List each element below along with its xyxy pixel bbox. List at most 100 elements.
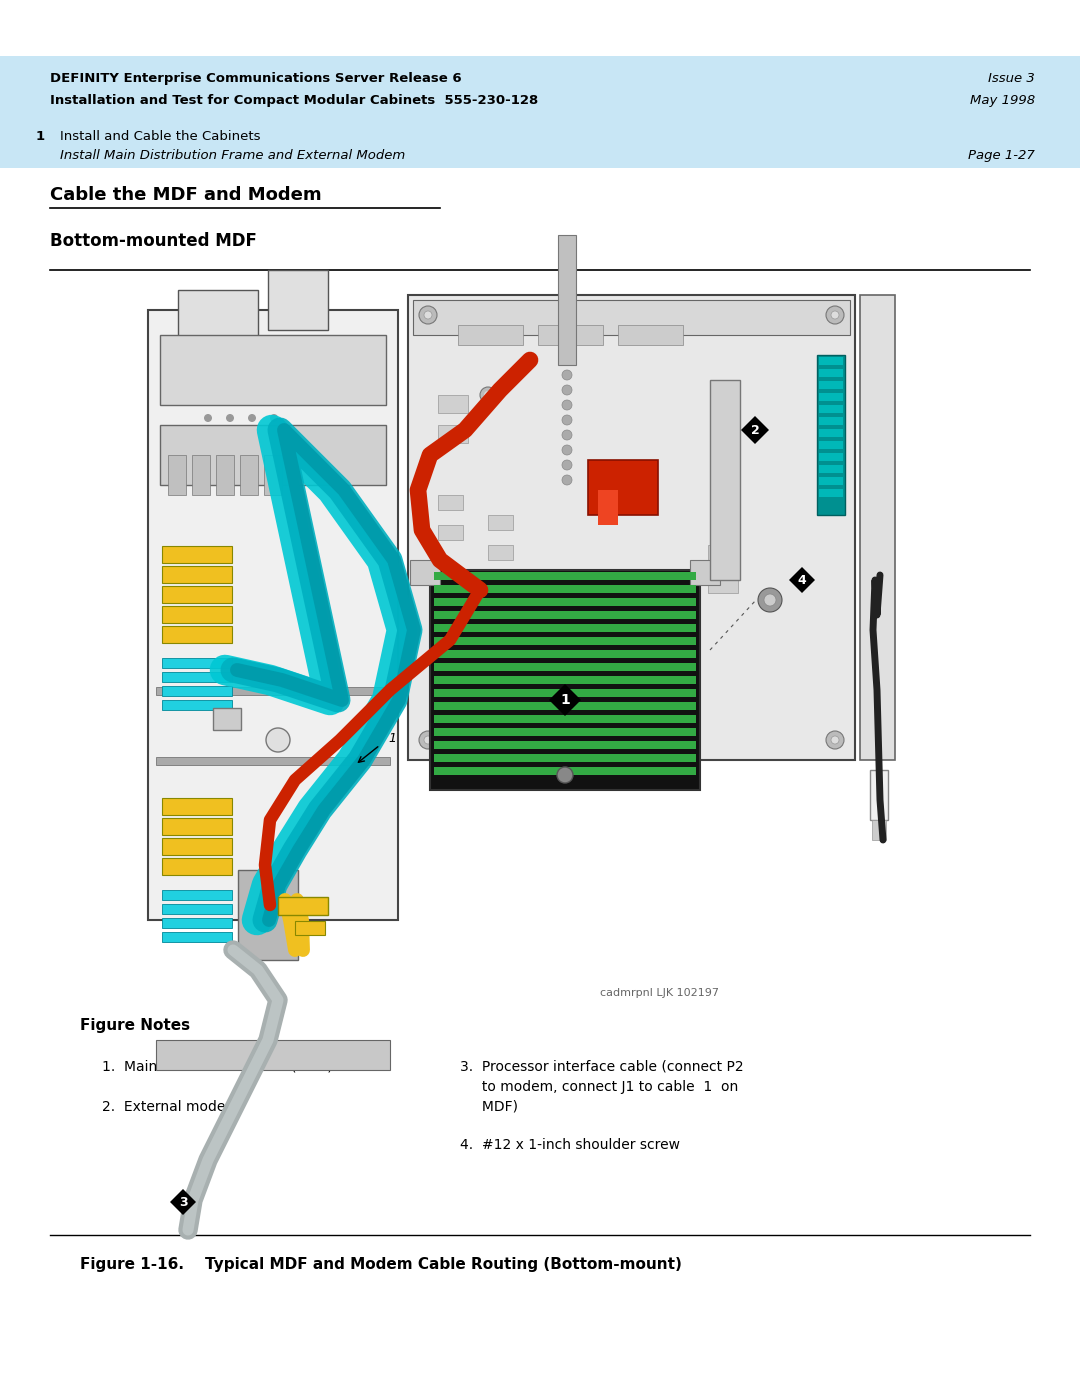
Bar xyxy=(434,598,696,606)
Bar xyxy=(408,295,855,760)
Bar xyxy=(162,566,232,583)
Circle shape xyxy=(419,731,437,749)
Bar xyxy=(434,676,696,685)
Bar xyxy=(434,689,696,697)
Bar xyxy=(434,624,696,631)
Bar xyxy=(434,571,696,580)
Bar xyxy=(162,658,232,668)
Text: 3.  Processor interface cable (connect P2: 3. Processor interface cable (connect P2 xyxy=(460,1060,744,1074)
Circle shape xyxy=(831,736,839,745)
Bar xyxy=(178,291,258,339)
Bar xyxy=(278,897,328,915)
Circle shape xyxy=(562,386,572,395)
Text: cadmrpnl LJK 102197: cadmrpnl LJK 102197 xyxy=(600,988,719,997)
Bar xyxy=(819,405,843,414)
Bar xyxy=(162,798,232,814)
Bar xyxy=(434,650,696,658)
Bar xyxy=(819,476,843,485)
Bar xyxy=(160,425,386,485)
Bar xyxy=(162,858,232,875)
Circle shape xyxy=(204,414,212,422)
Bar xyxy=(434,767,696,775)
Bar xyxy=(162,838,232,855)
Text: Installation and Test for Compact Modular Cabinets  555-230-128: Installation and Test for Compact Modula… xyxy=(50,94,538,108)
Text: Install Main Distribution Frame and External Modem: Install Main Distribution Frame and Exte… xyxy=(60,149,405,162)
Bar xyxy=(588,460,658,515)
Bar xyxy=(819,489,843,497)
Text: May 1998: May 1998 xyxy=(970,94,1035,108)
Bar xyxy=(538,326,603,345)
Bar xyxy=(819,358,843,365)
Bar xyxy=(410,560,440,585)
Bar xyxy=(819,416,843,425)
Text: to modem, connect J1 to cable  1  on: to modem, connect J1 to cable 1 on xyxy=(460,1080,739,1094)
Bar xyxy=(708,545,738,563)
Bar xyxy=(438,525,463,541)
Bar xyxy=(872,820,886,840)
Bar xyxy=(438,425,468,443)
Bar xyxy=(213,708,241,731)
Text: Cable the MDF and Modem: Cable the MDF and Modem xyxy=(50,186,322,204)
Text: 1: 1 xyxy=(36,130,45,142)
Bar xyxy=(148,310,399,921)
Bar xyxy=(156,1039,390,1070)
Bar xyxy=(162,904,232,914)
Bar xyxy=(162,700,232,710)
Bar xyxy=(238,870,298,960)
Circle shape xyxy=(764,594,777,606)
Text: 1: 1 xyxy=(561,693,570,707)
Circle shape xyxy=(226,414,234,422)
Bar xyxy=(413,300,850,335)
Bar xyxy=(710,380,740,580)
Bar xyxy=(558,235,576,365)
Circle shape xyxy=(758,588,782,612)
Bar xyxy=(434,728,696,736)
Text: Bottom-mounted MDF: Bottom-mounted MDF xyxy=(50,232,257,250)
Bar xyxy=(434,703,696,710)
Text: Figure 1-16.    Typical MDF and Modem Cable Routing (Bottom-mount): Figure 1-16. Typical MDF and Modem Cable… xyxy=(80,1257,681,1273)
Circle shape xyxy=(562,446,572,455)
Bar xyxy=(434,585,696,592)
Circle shape xyxy=(424,312,432,319)
Bar xyxy=(162,819,232,835)
Bar xyxy=(860,295,895,760)
Circle shape xyxy=(270,414,278,422)
Text: Figure Notes: Figure Notes xyxy=(80,1018,190,1032)
Circle shape xyxy=(562,430,572,440)
Circle shape xyxy=(562,400,572,409)
Bar xyxy=(488,545,513,560)
Text: 4.  #12 x 1-inch shoulder screw: 4. #12 x 1-inch shoulder screw xyxy=(460,1139,680,1153)
Text: Page 1-27: Page 1-27 xyxy=(969,149,1035,162)
Circle shape xyxy=(424,736,432,745)
Bar xyxy=(434,740,696,749)
Bar xyxy=(618,326,683,345)
Bar xyxy=(819,441,843,448)
Bar xyxy=(162,890,232,900)
Bar xyxy=(264,455,282,495)
Bar xyxy=(162,626,232,643)
Circle shape xyxy=(557,767,573,782)
Circle shape xyxy=(562,370,572,380)
Bar xyxy=(598,490,618,525)
Bar xyxy=(192,455,210,495)
Bar xyxy=(708,576,738,592)
Text: MDF): MDF) xyxy=(460,1099,518,1113)
Bar xyxy=(162,932,232,942)
Bar xyxy=(268,270,328,330)
Bar xyxy=(0,56,1080,117)
Bar xyxy=(156,757,390,766)
Text: 1: 1 xyxy=(388,732,396,745)
Bar xyxy=(434,637,696,645)
Circle shape xyxy=(826,306,843,324)
Circle shape xyxy=(562,460,572,469)
Bar xyxy=(690,560,720,585)
Bar xyxy=(216,455,234,495)
Bar xyxy=(816,355,845,515)
Bar xyxy=(295,921,325,935)
Text: 4: 4 xyxy=(798,574,807,587)
Bar xyxy=(819,465,843,474)
Circle shape xyxy=(419,306,437,324)
Bar xyxy=(156,687,390,694)
Bar xyxy=(438,495,463,510)
Bar xyxy=(0,117,1080,168)
